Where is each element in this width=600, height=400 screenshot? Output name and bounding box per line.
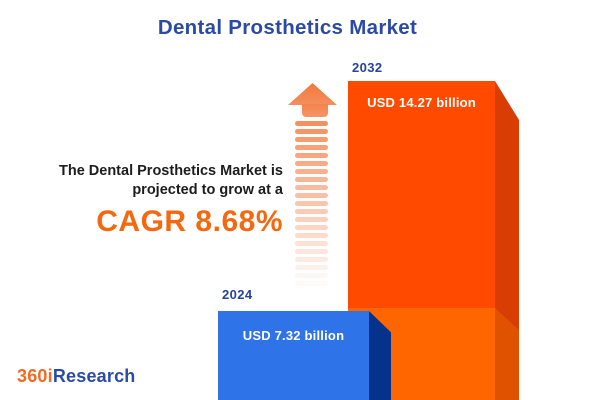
bar-2032-value-label: USD 14.27 billion [367,95,476,110]
arrow-stripe [295,265,328,270]
arrow-stripe [295,193,328,198]
cagr-value: CAGR 8.68% [96,205,283,238]
arrow-stripe [295,201,328,206]
arrow-stripe [295,209,328,214]
annotation-line-1: The Dental Prosthetics Market is [58,163,283,179]
arrow-stripe [295,257,328,262]
arrow-stripe [295,169,328,174]
arrow-stripe [295,185,328,190]
bar-2032-year-label: 2032 [352,60,383,75]
chart-title: Dental Prosthetics Market [157,16,418,39]
arrow-stripe [295,249,328,254]
annotation-line-2: projected to grow at a [132,182,283,198]
arrow-stripe [295,121,328,126]
arrow-stripe [295,137,328,142]
growth-arrow-icon [288,83,337,105]
arrow-stripe [295,281,328,286]
arrow-stripe [295,273,328,278]
brand-logo-research: Research [52,366,136,386]
bar-2024-year-label: 2024 [222,287,253,302]
arrow-stripe [295,241,328,246]
arrow-stripe [295,177,328,182]
arrow-stripe [295,233,328,238]
arrow-stripe [295,161,328,166]
annotation-block: The Dental Prosthetics Market is project… [23,162,283,239]
arrow-stripes [295,121,328,291]
bar-2032-front-upper [348,81,495,308]
bar-2024-side [369,311,391,400]
brand-logo-360i: 360i [17,366,53,386]
arrow-stripe [295,217,328,222]
growth-arrow-neck [302,104,328,117]
bar-2024-front [218,311,369,400]
brand-logo: 360iResearch [17,366,136,387]
arrow-stripe [295,153,328,158]
arrow-stripe [295,145,328,150]
bar-2024-value-label: USD 7.32 billion [242,328,345,343]
arrow-stripe [295,225,328,230]
arrow-stripe [295,129,328,134]
